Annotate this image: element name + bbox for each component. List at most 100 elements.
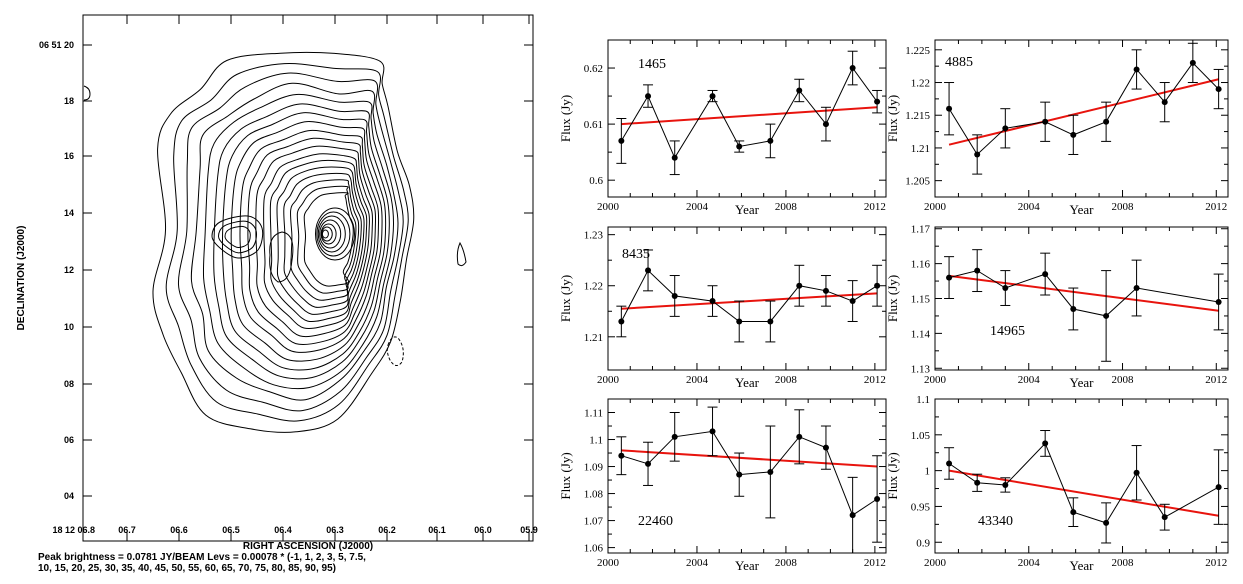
contour-level <box>152 51 415 433</box>
data-point <box>1189 59 1196 66</box>
x-tick-label: 2008 <box>1112 374 1135 386</box>
contour-level <box>269 159 368 323</box>
x-axis-label: Year <box>1070 202 1095 217</box>
data-point <box>796 433 803 440</box>
x-axis-label: Year <box>1070 558 1095 573</box>
x-axis-label: Year <box>1070 375 1095 390</box>
y-tick-label: 1.05 <box>911 430 931 442</box>
contour-lines <box>152 51 415 433</box>
contour-level <box>255 145 374 338</box>
map-x-tick-label: 06.6 <box>170 525 188 535</box>
data-point <box>767 318 774 325</box>
x-tick-label: 2000 <box>597 201 620 213</box>
y-tick-label: 1.13 <box>911 363 931 375</box>
light-curve-panel-22460: 2000 2004 2008 2012 1.06 1.07 1.08 1.09 1.1 1.11 Y… <box>558 398 887 573</box>
y-tick-label: 0.61 <box>584 119 603 131</box>
map-x-tick-label: 06.1 <box>428 525 446 535</box>
panel-label: 22460 <box>638 514 673 529</box>
light-curve-panel-43340: 2000 2004 2008 2012 0.9 0.95 1 1.05 1.1 Year Flux … <box>885 394 1229 573</box>
data-point <box>645 460 652 467</box>
data-point <box>618 452 625 459</box>
x-tick-label: 2000 <box>924 374 947 386</box>
map-y-tick-label: 06 <box>64 435 74 445</box>
panel-frame <box>934 39 1229 198</box>
data-point <box>1103 118 1110 125</box>
data-point <box>645 93 652 100</box>
light-curve-panel-1465: 2000 2004 2008 2012 0.6 0.61 0.62 Year Flux (Jy)… <box>558 39 887 217</box>
contour-level <box>190 82 399 401</box>
map-x-tick-label: 06.5 <box>222 525 240 535</box>
data-point <box>736 318 743 325</box>
x-tick-label: 2004 <box>686 374 709 386</box>
contour-core <box>321 226 333 242</box>
map-y-tick-label: 18 <box>64 96 74 106</box>
map-y-tick-label: 16 <box>64 151 74 161</box>
panel-label: 43340 <box>978 514 1013 529</box>
data-point <box>946 274 953 281</box>
x-tick-label: 2008 <box>1112 557 1135 569</box>
data-point <box>618 318 625 325</box>
data-point <box>1133 285 1140 292</box>
map-x-tick-label: 06.2 <box>378 525 396 535</box>
data-point <box>874 495 881 502</box>
series-line <box>948 270 1219 317</box>
light-curve-panel-8435: 2000 2004 2008 2012 1.21 1.22 1.23 Year Flux (Jy… <box>558 226 887 390</box>
x-tick-label: 2012 <box>864 201 886 213</box>
fit-line <box>621 292 878 310</box>
map-ticks <box>82 15 533 541</box>
data-point <box>946 105 953 112</box>
contour-level <box>263 153 370 330</box>
data-point <box>1133 469 1140 476</box>
x-tick-label: 2012 <box>864 374 886 386</box>
x-tick-label: 2004 <box>1018 557 1041 569</box>
x-axis-label: Year <box>735 375 760 390</box>
fit-line <box>621 449 878 468</box>
y-axis-label: Flux (Jy) <box>885 275 900 322</box>
light-curve-panels: 2000 2004 2008 2012 0.6 0.61 0.62 Year Flux (Jy)… <box>558 39 1229 573</box>
x-axis-label: Year <box>735 558 760 573</box>
x-tick-label: 2012 <box>1205 374 1227 386</box>
y-axis-label: Flux (Jy) <box>885 452 900 499</box>
data-point <box>822 287 829 294</box>
data-point <box>709 93 716 100</box>
map-x-axis-label: RIGHT ASCENSION (J2000) <box>243 541 373 552</box>
data-point <box>1215 484 1222 491</box>
series-line <box>948 62 1219 156</box>
y-axis-label: Flux (Jy) <box>558 275 573 322</box>
y-tick-label: 1.22 <box>911 78 930 90</box>
contour-map: 18 12 06.8 06.7 06.6 06.5 06.4 06.3 06.2 06.1 06… <box>16 14 538 574</box>
map-x-tick-label: 06.0 <box>474 525 492 535</box>
panel-label: 14965 <box>990 324 1025 339</box>
data-point <box>874 282 881 289</box>
data-point <box>1002 285 1009 292</box>
contour-left-lobe <box>217 220 258 254</box>
light-curve-panel-14965: 2000 2004 2008 2012 1.13 1.14 1.15 1.16 1.17 Year… <box>885 224 1229 390</box>
y-tick-label: 1 <box>925 466 931 478</box>
map-caption-line2: 10, 15, 20, 25, 30, 35, 40, 45, 50, 55, … <box>38 563 336 574</box>
y-tick-label: 1.14 <box>911 328 931 340</box>
map-x-tick-label: 06.4 <box>274 525 292 535</box>
data-point <box>974 267 981 274</box>
contour-isolated-right <box>456 241 467 267</box>
data-point <box>796 87 803 94</box>
data-point <box>822 121 829 128</box>
panel-frame <box>607 226 887 371</box>
y-tick-label: 0.62 <box>584 63 603 75</box>
data-point <box>1215 86 1222 93</box>
contour-level <box>230 121 383 362</box>
contour-core <box>321 229 329 239</box>
contour-core <box>315 207 355 261</box>
panel-label: 4885 <box>945 55 973 70</box>
contour-level <box>276 166 365 315</box>
data-point <box>849 65 856 72</box>
map-x-tick-label: 05.9 <box>520 525 538 535</box>
y-axis-label: Flux (Jy) <box>558 452 573 499</box>
contour-level <box>247 137 377 345</box>
map-y-tick-label: 06 51 20 <box>39 40 74 50</box>
map-x-tick-label: 06.7 <box>118 525 136 535</box>
x-tick-label: 2000 <box>924 201 947 213</box>
data-point <box>736 471 743 478</box>
data-point <box>1133 66 1140 73</box>
y-tick-label: 1.23 <box>584 230 604 242</box>
map-y-tick-label: 04 <box>64 491 74 501</box>
